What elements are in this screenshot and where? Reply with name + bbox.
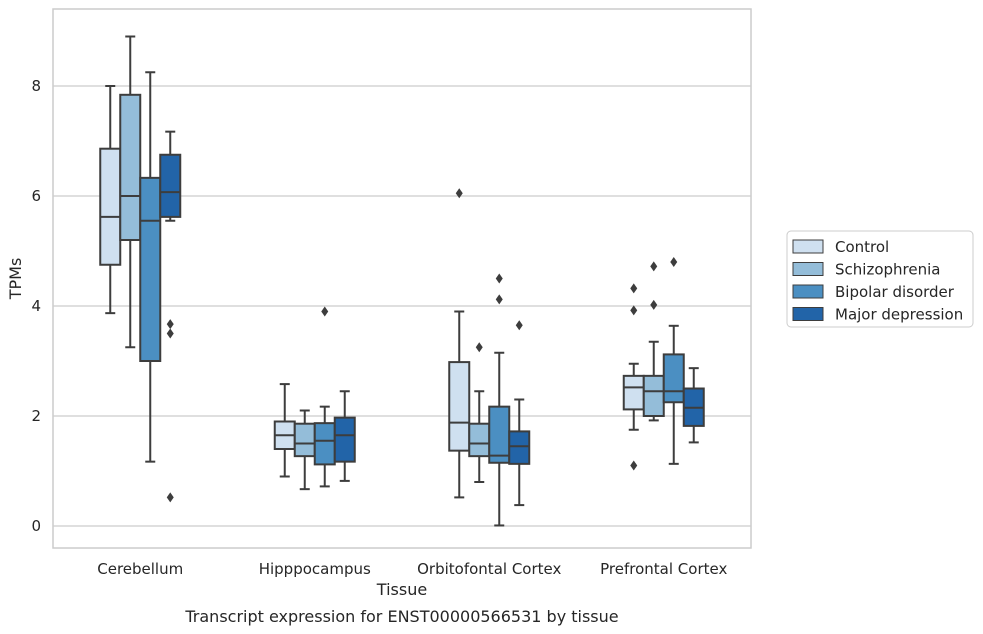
outlier-point [630, 283, 638, 294]
y-tick-labels: 0 2 4 6 8 [31, 77, 41, 535]
outlier-point [495, 273, 503, 284]
x-axis-label: Tissue [376, 580, 427, 599]
x-tick-label: Prefrontal Cortex [600, 560, 727, 578]
legend-label: Major depression [835, 306, 963, 324]
box-body [313, 422, 336, 466]
y-axis-label: TPMs [6, 258, 25, 301]
y-tick-label: 6 [31, 187, 41, 205]
outlier-point [515, 320, 523, 331]
outlier-point [166, 319, 174, 330]
box-control [273, 383, 296, 478]
box-body [139, 176, 162, 362]
plot-frame [52, 8, 752, 549]
legend: Control Schizophrenia Bipolar disorder Majo… [786, 230, 974, 328]
box-body [508, 430, 531, 465]
box-bipolar-disorder [313, 306, 336, 488]
y-tick-label: 2 [31, 407, 41, 425]
figure-caption: Transcript expression for ENST0000056653… [184, 607, 618, 626]
legend-box [786, 230, 974, 328]
outlier-point [321, 306, 329, 317]
legend-label: Control [835, 238, 889, 256]
box-major-depression [159, 130, 182, 503]
box-control [448, 188, 471, 499]
x-tick-label: Orbitofontal Cortex [417, 560, 561, 578]
box-body [159, 153, 182, 218]
y-tick-label: 4 [31, 297, 41, 315]
box-major-depression [682, 367, 705, 444]
legend-label: Schizophrenia [835, 261, 940, 279]
box-schizophrenia [642, 261, 665, 422]
box-groups [99, 35, 705, 527]
box-schizophrenia [468, 342, 491, 483]
box-body [333, 416, 356, 463]
box-bipolar-disorder [139, 71, 162, 463]
outlier-point [650, 299, 658, 310]
outlier-point [455, 188, 463, 199]
box-body [488, 405, 511, 464]
box-schizophrenia [293, 409, 316, 491]
legend-swatch [792, 262, 824, 276]
box-bipolar-disorder [488, 273, 511, 527]
box-body [622, 374, 645, 411]
x-tick-labels: Cerebellum Hipppocampus Orbitofontal Corte… [97, 560, 727, 578]
box-body [642, 374, 665, 418]
box-body [293, 422, 316, 458]
outlier-point [650, 261, 658, 272]
outlier-point [670, 257, 678, 267]
legend-label: Bipolar disorder [835, 283, 955, 301]
outlier-point [166, 492, 174, 503]
x-tick-label: Cerebellum [97, 560, 183, 578]
box-body [448, 361, 471, 452]
box-body [468, 422, 491, 458]
y-tick-label: 8 [31, 77, 41, 95]
box-control [99, 85, 122, 315]
box-major-depression [333, 390, 356, 482]
box-body [662, 353, 685, 404]
y-tick-label: 0 [31, 517, 41, 535]
box-body [99, 147, 122, 266]
box-major-depression [508, 320, 531, 507]
outlier-point [630, 460, 638, 471]
legend-swatch [792, 307, 824, 321]
box-body [119, 93, 142, 241]
outlier-point [166, 328, 174, 339]
legend-swatch [792, 284, 824, 299]
box-control [622, 283, 645, 471]
outlier-point [630, 305, 638, 316]
outlier-point [495, 294, 503, 305]
outlier-point [475, 342, 483, 353]
x-tick-label: Hipppocampus [259, 560, 371, 578]
box-bipolar-disorder [662, 257, 685, 465]
legend-swatch [792, 239, 824, 254]
box-schizophrenia [119, 35, 142, 349]
